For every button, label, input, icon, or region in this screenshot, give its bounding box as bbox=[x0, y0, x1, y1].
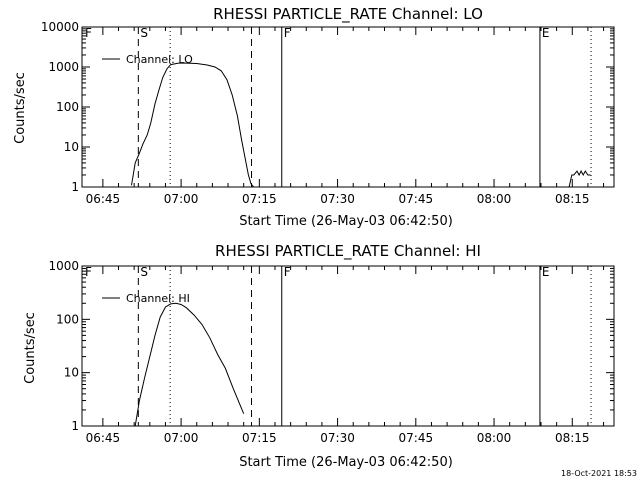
marker-label-F: F bbox=[284, 265, 291, 279]
marker-label-F: F bbox=[85, 26, 92, 40]
x-tick-label: 07:45 bbox=[399, 192, 434, 206]
x-tick-label: 07:45 bbox=[399, 431, 434, 445]
y-tick-label: 1000 bbox=[48, 60, 79, 74]
y-tick-label: 1 bbox=[71, 180, 79, 194]
chart-title-hi: RHESSI PARTICLE_RATE Channel: HI bbox=[215, 242, 481, 261]
legend-label-lo: Channel: LO bbox=[126, 53, 193, 66]
y-tick-label: 10 bbox=[64, 366, 79, 380]
marker-label-F: F bbox=[284, 26, 291, 40]
y-axis-label-lo: Counts/sec bbox=[13, 72, 28, 144]
y-tick-label: 100 bbox=[56, 100, 79, 114]
marker-label-E: E bbox=[542, 26, 550, 40]
x-tick-label: 07:15 bbox=[242, 192, 277, 206]
plot-frame-hi bbox=[81, 265, 615, 427]
series-line-lo-tail bbox=[568, 170, 591, 188]
x-tick-label: 07:30 bbox=[320, 431, 355, 445]
x-tick-label: 06:45 bbox=[86, 192, 121, 206]
marker-label-S: S bbox=[140, 265, 148, 279]
x-axis-label-hi: Start Time (26-May-03 06:42:50) bbox=[239, 455, 453, 470]
timestamp: 18-Oct-2021 18:53 bbox=[561, 469, 637, 478]
marker-label-F: F bbox=[85, 265, 92, 279]
marker-label-E: E bbox=[542, 265, 550, 279]
y-tick-label: 100 bbox=[56, 312, 79, 326]
x-tick-label: 07:15 bbox=[242, 431, 277, 445]
plot-panel-hi: 1 10 100 1000 06:45 07:00 07:15 07:30 07:45 08:00… bbox=[48, 259, 615, 445]
chart-title-lo: RHESSI PARTICLE_RATE Channel: LO bbox=[213, 5, 483, 24]
legend-label-hi: Channel: HI bbox=[126, 292, 190, 305]
series-line-hi bbox=[134, 302, 245, 427]
x-tick-label: 08:00 bbox=[477, 431, 512, 445]
x-tick-label: 07:00 bbox=[164, 431, 199, 445]
y-axis-label-hi: Counts/sec bbox=[23, 312, 38, 384]
plot-panel-lo: 1 10 100 1000 10000 06:45 07:00 07:15 07:30 07:45… bbox=[41, 20, 615, 206]
y-tick-label: 1 bbox=[71, 419, 79, 433]
x-tick-label: 08:15 bbox=[555, 431, 590, 445]
marker-label-S: S bbox=[140, 26, 148, 40]
x-tick-label: 08:00 bbox=[477, 192, 512, 206]
x-tick-label: 06:45 bbox=[86, 431, 121, 445]
x-tick-label: 07:30 bbox=[320, 192, 355, 206]
y-tick-label: 10 bbox=[64, 140, 79, 154]
x-axis-label-lo: Start Time (26-May-03 06:42:50) bbox=[239, 214, 453, 229]
x-tick-label: 07:00 bbox=[164, 192, 199, 206]
y-tick-label: 10000 bbox=[41, 20, 79, 34]
series-line-lo bbox=[131, 62, 254, 188]
x-tick-label: 08:15 bbox=[555, 192, 590, 206]
plot-frame-lo bbox=[81, 26, 615, 188]
y-tick-label: 1000 bbox=[48, 259, 79, 273]
